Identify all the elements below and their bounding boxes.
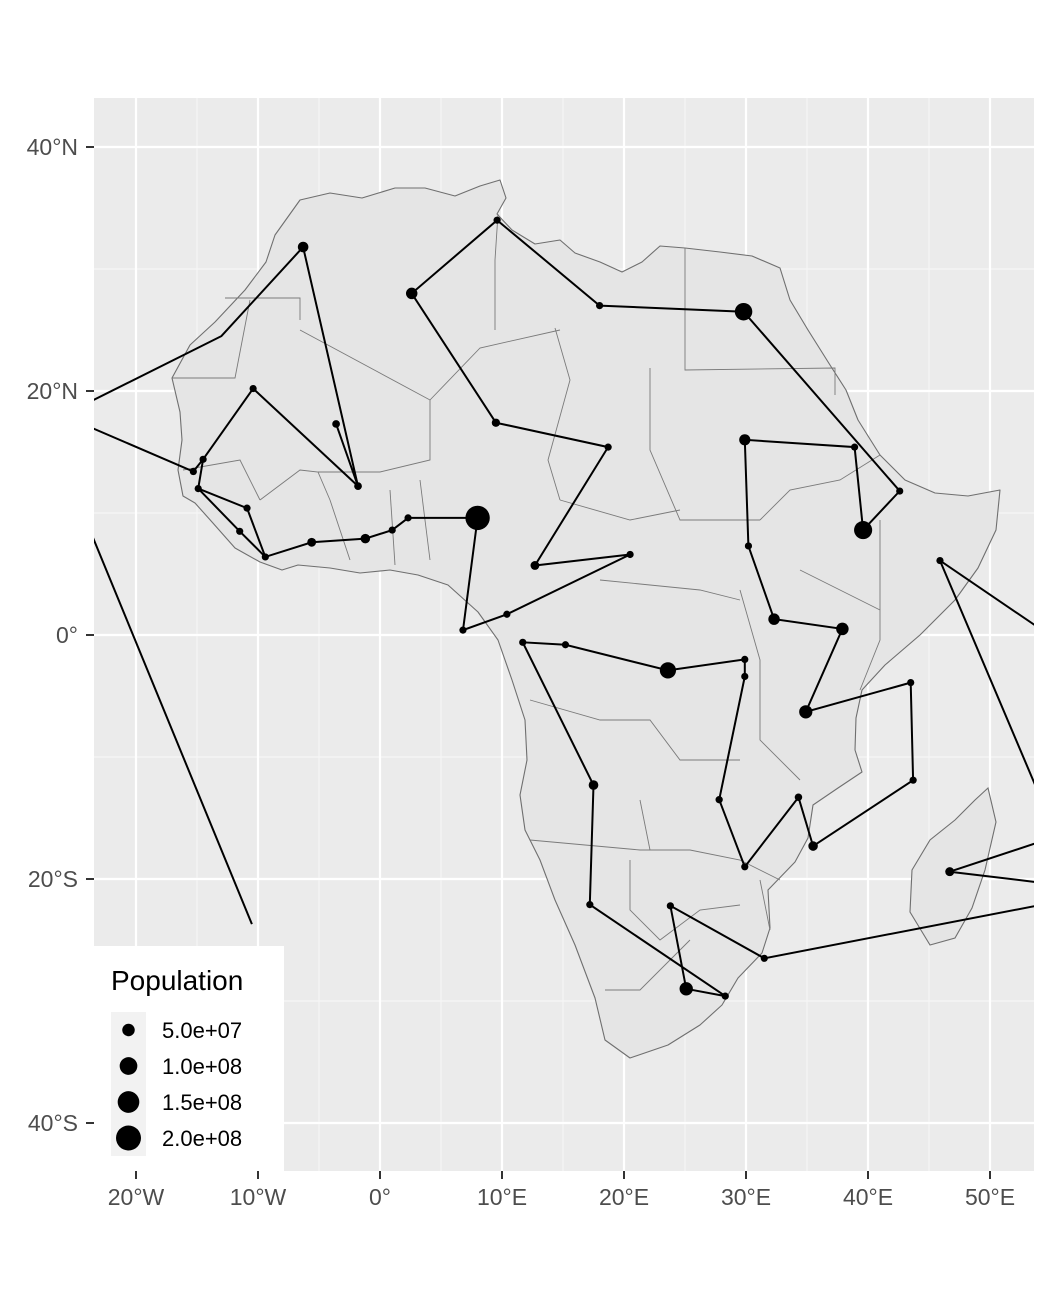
capital-point: [297, 241, 309, 253]
capital-point: [744, 542, 753, 550]
capital-point: [794, 793, 803, 802]
capital-point: [588, 780, 599, 790]
capital-point: [354, 482, 362, 491]
capital-point: [465, 505, 490, 531]
y-tick-label: 20°N: [27, 378, 78, 404]
capital-point: [189, 467, 197, 476]
capital-point: [760, 954, 768, 962]
route-segment: [202, 387, 254, 460]
x-axis: 20°W 10°W 0° 10°E 20°E 30°E 40°E 50°E: [108, 1171, 1015, 1210]
capital-point: [850, 443, 859, 451]
capital-point: [360, 533, 371, 544]
capital-point: [909, 776, 917, 784]
capital-point: [243, 504, 251, 512]
route-segment: [94, 537, 253, 925]
y-tick-label: 40°N: [27, 134, 78, 160]
capital-point: [530, 561, 540, 570]
capital-point: [741, 672, 749, 681]
capital-point: [561, 641, 570, 649]
capital-point: [405, 287, 418, 300]
y-tick-label: 40°S: [28, 1110, 78, 1136]
capital-point: [307, 537, 317, 547]
capital-point: [493, 216, 501, 224]
capital-point: [503, 610, 511, 618]
capital-point: [739, 434, 751, 446]
capital-point: [721, 992, 729, 1000]
capital-point: [236, 527, 244, 535]
x-tick-label: 20°W: [108, 1184, 165, 1210]
capital-point: [808, 841, 818, 851]
y-tick-label: 0°: [56, 622, 78, 648]
legend-key: [119, 1057, 138, 1075]
route-path-west: [94, 244, 409, 559]
capital-point: [332, 420, 340, 428]
country-borders: [172, 213, 881, 991]
capital-point: [459, 626, 467, 634]
route-points: [189, 216, 955, 1000]
legend-key: [117, 1091, 140, 1113]
capital-point: [907, 678, 915, 687]
x-tick-label: 50°E: [965, 1184, 1015, 1210]
x-tick-label: 30°E: [721, 1184, 771, 1210]
capital-point: [768, 613, 780, 625]
x-tick-label: 40°E: [843, 1184, 893, 1210]
capital-point: [519, 638, 527, 646]
x-tick-label: 0°: [369, 1184, 391, 1210]
route-segment: [246, 507, 267, 558]
x-tick-label: 20°E: [599, 1184, 649, 1210]
capital-point: [586, 901, 594, 909]
capital-point: [741, 655, 749, 664]
legend-title: Population: [111, 965, 243, 996]
capital-point: [194, 485, 202, 493]
capital-point: [491, 418, 501, 427]
x-tick-label: 10°W: [230, 1184, 287, 1210]
capital-point: [659, 662, 677, 679]
legend-key: [122, 1023, 135, 1037]
africa-landmass: [171, 179, 1001, 1059]
legend-label: 5.0e+07: [162, 1018, 242, 1043]
route-lines: [94, 218, 1034, 998]
capital-point: [249, 384, 257, 393]
capital-point: [854, 521, 873, 540]
legend-label: 1.0e+08: [162, 1054, 242, 1079]
legend: Population 5.0e+07 1.0e+08 1.5e+08 2.0e+08: [94, 946, 284, 1171]
capital-point: [199, 455, 207, 463]
capital-point: [679, 982, 693, 996]
capital-point: [741, 863, 749, 871]
route-segment: [252, 387, 359, 487]
y-tick-label: 20°S: [28, 866, 78, 892]
legend-label: 2.0e+08: [162, 1126, 242, 1151]
capital-point: [596, 302, 604, 310]
legend-label: 1.5e+08: [162, 1090, 242, 1115]
capital-point: [604, 443, 612, 451]
route-segment: [197, 487, 248, 510]
capital-point: [261, 553, 269, 561]
capital-point: [388, 526, 396, 534]
capital-point: [626, 550, 634, 559]
capital-point: [896, 487, 904, 495]
y-axis: 40°N 20°N 0° 20°S 40°S: [27, 134, 94, 1136]
capital-point: [936, 556, 944, 565]
legend-key: [116, 1125, 141, 1151]
route-path-main: [410, 218, 1034, 998]
capital-point: [404, 514, 412, 522]
capital-point: [715, 796, 723, 804]
capital-point: [799, 705, 813, 719]
capital-point: [836, 622, 849, 636]
capital-point: [666, 902, 674, 910]
capital-point: [734, 302, 753, 321]
capital-point: [945, 867, 955, 877]
x-tick-label: 10°E: [477, 1184, 527, 1210]
